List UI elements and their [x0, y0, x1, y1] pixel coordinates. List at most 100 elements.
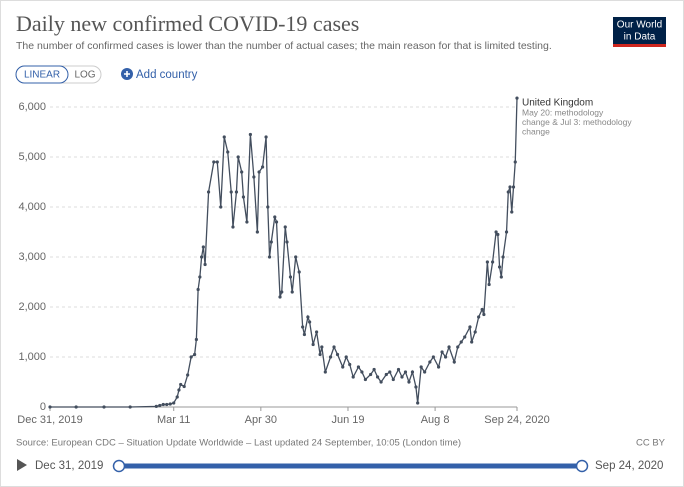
x-tick-label: Dec 31, 2019	[17, 414, 82, 426]
point	[172, 401, 176, 405]
timeline-handle[interactable]	[112, 459, 126, 473]
point	[440, 350, 444, 354]
point	[236, 155, 240, 159]
point	[332, 345, 336, 349]
point	[391, 377, 395, 382]
scale-linear-label[interactable]: LINEAR	[24, 70, 60, 81]
point	[194, 337, 198, 342]
point	[400, 375, 404, 379]
point	[463, 335, 467, 339]
point	[344, 355, 348, 359]
chart-title: Daily new confirmed COVID-19 cases	[16, 11, 359, 36]
point	[436, 365, 441, 369]
point	[456, 345, 460, 349]
point	[356, 365, 361, 369]
point	[341, 365, 345, 369]
point	[487, 282, 491, 287]
point	[318, 352, 322, 357]
point	[177, 388, 181, 392]
scale-log-label[interactable]: LOG	[74, 70, 95, 81]
play-button[interactable]	[17, 459, 27, 471]
y-tick-label: 0	[40, 401, 46, 413]
point	[497, 265, 502, 269]
point	[229, 190, 233, 194]
point	[240, 170, 244, 174]
point	[410, 370, 415, 374]
point	[369, 372, 373, 377]
point	[306, 315, 310, 319]
point	[168, 402, 172, 406]
point	[496, 232, 500, 237]
point	[280, 290, 284, 294]
point	[222, 135, 226, 139]
y-tick-label: 3,000	[18, 251, 46, 263]
point	[419, 365, 423, 369]
x-tick-label: Apr 30	[245, 414, 277, 426]
add-country[interactable]: Add country	[136, 69, 198, 81]
point	[375, 375, 380, 379]
point	[260, 165, 265, 169]
point	[452, 360, 456, 364]
point	[74, 405, 78, 409]
point	[443, 355, 448, 359]
point	[396, 367, 401, 372]
point	[248, 132, 252, 137]
logo-text: in Data	[624, 32, 656, 43]
x-tick-label: Jun 19	[331, 414, 364, 426]
point	[470, 340, 474, 344]
point	[267, 255, 272, 259]
timeline-handle[interactable]	[575, 459, 589, 473]
point	[315, 330, 319, 334]
logo-text: Our World	[617, 20, 662, 31]
point	[504, 230, 509, 234]
point	[198, 275, 202, 279]
point	[206, 190, 211, 194]
point	[290, 290, 294, 294]
point	[459, 340, 463, 344]
point	[285, 240, 289, 244]
point	[301, 325, 305, 329]
point	[335, 352, 340, 357]
point	[379, 380, 383, 384]
point	[278, 295, 282, 299]
point	[274, 220, 279, 224]
point	[431, 355, 435, 359]
point	[414, 385, 418, 389]
point	[201, 245, 205, 249]
point	[384, 372, 388, 377]
logo[interactable]	[613, 17, 666, 47]
point	[506, 190, 510, 194]
point	[182, 384, 186, 389]
point	[323, 370, 327, 374]
point	[515, 96, 519, 100]
point	[189, 355, 193, 359]
point	[158, 403, 162, 408]
point	[302, 332, 307, 337]
point	[485, 260, 489, 264]
point	[219, 205, 223, 209]
point	[165, 402, 169, 407]
point	[255, 230, 259, 234]
add-icon-plus[interactable]	[124, 71, 130, 77]
point	[161, 402, 165, 407]
point	[403, 370, 408, 374]
logo-bar	[613, 44, 666, 47]
point	[179, 382, 183, 387]
point	[252, 175, 256, 179]
point	[372, 367, 376, 372]
point	[175, 395, 179, 399]
y-tick-label: 1,000	[18, 351, 46, 363]
point	[320, 345, 324, 349]
point	[473, 330, 477, 334]
scale-linear-button[interactable]	[15, 65, 69, 84]
point	[203, 262, 207, 267]
point	[423, 370, 427, 374]
point	[264, 135, 268, 139]
point	[311, 342, 315, 347]
point	[193, 352, 197, 357]
point	[200, 255, 204, 259]
point	[494, 230, 498, 234]
point	[297, 270, 301, 274]
